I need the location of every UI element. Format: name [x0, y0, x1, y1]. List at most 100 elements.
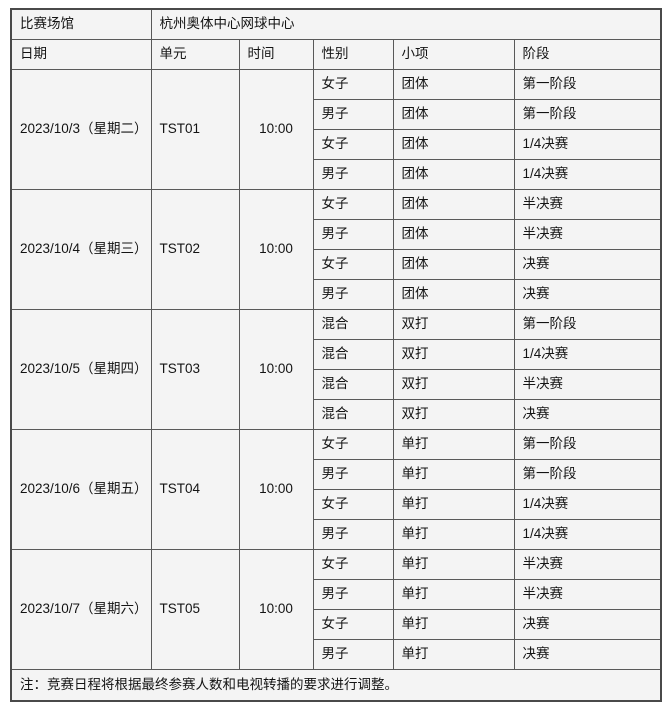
- schedule-body: 比赛场馆 杭州奥体中心网球中心 日期 单元 时间 性别 小项 阶段 2023/10/3（星期二）…: [10, 8, 662, 702]
- event-cell: 团体: [392, 68, 515, 100]
- gender-cell: 混合: [312, 338, 394, 370]
- event-cell: 团体: [392, 188, 515, 220]
- stage-cell: 决赛: [513, 398, 662, 430]
- event-cell: 双打: [392, 368, 515, 400]
- stage-cell: 1/4决赛: [513, 488, 662, 520]
- gender-cell: 男子: [312, 578, 394, 610]
- event-cell: 单打: [392, 548, 515, 580]
- gender-cell: 女子: [312, 428, 394, 460]
- event-cell: 单打: [392, 518, 515, 550]
- gender-cell: 女子: [312, 188, 394, 220]
- gender-cell: 混合: [312, 368, 394, 400]
- table-row: 男子 单打 第一阶段: [11, 458, 662, 490]
- table-row: 2023/10/4（星期三） TST02 10:00 女子 团体 半决赛: [10, 188, 662, 310]
- stage-cell: 第一阶段: [513, 308, 662, 340]
- unit-cell: TST01: [150, 68, 240, 190]
- event-cell: 单打: [392, 458, 515, 490]
- stage-cell: 第一阶段: [513, 68, 662, 100]
- date-cell: 2023/10/5（星期四）: [10, 308, 152, 430]
- time-cell: 10:00: [238, 548, 314, 670]
- time-cell: 10:00: [238, 428, 314, 550]
- stage-cell: 决赛: [513, 278, 662, 310]
- event-cell: 单打: [392, 608, 515, 640]
- table-row: 混合 双打 决赛: [11, 398, 662, 430]
- event-cell: 团体: [392, 218, 515, 250]
- unit-cell: TST03: [150, 308, 240, 430]
- stage-cell: 决赛: [513, 248, 662, 280]
- date-cell: 2023/10/3（星期二）: [10, 68, 152, 190]
- stage-cell: 1/4决赛: [513, 518, 662, 550]
- gender-cell: 男子: [312, 458, 394, 490]
- event-cell: 双打: [392, 338, 515, 370]
- stage-cell: 第一阶段: [513, 98, 662, 130]
- table-row: 混合 双打 半决赛: [11, 368, 662, 400]
- gender-cell: 混合: [312, 308, 394, 340]
- table-row: 女子 团体 决赛: [11, 248, 662, 280]
- stage-cell: 半决赛: [513, 188, 662, 220]
- table-row: 女子 团体 1/4决赛: [11, 128, 662, 160]
- stage-cell: 决赛: [513, 608, 662, 640]
- column-header-row: 日期 单元 时间 性别 小项 阶段: [10, 38, 662, 70]
- table-row: 2023/10/5（星期四） TST03 10:00 混合 双打 第一阶段: [10, 308, 662, 430]
- stage-cell: 半决赛: [513, 368, 662, 400]
- table-row: 混合 双打 1/4决赛: [11, 338, 662, 370]
- gender-cell: 女子: [312, 488, 394, 520]
- unit-cell: TST04: [150, 428, 240, 550]
- stage-cell: 1/4决赛: [513, 338, 662, 370]
- gender-cell: 男子: [312, 518, 394, 550]
- gender-cell: 男子: [312, 158, 394, 190]
- table-row: 男子 团体 第一阶段: [11, 98, 662, 130]
- time-cell: 10:00: [238, 68, 314, 190]
- event-cell: 单打: [392, 638, 515, 670]
- table-row: 男子 团体 1/4决赛: [11, 158, 662, 190]
- table-row: 女子 单打 1/4决赛: [11, 488, 662, 520]
- stage-cell: 半决赛: [513, 548, 662, 580]
- event-cell: 单打: [392, 488, 515, 520]
- event-cell: 团体: [392, 128, 515, 160]
- event-cell: 单打: [392, 428, 515, 460]
- event-cell: 单打: [392, 578, 515, 610]
- gender-cell: 女子: [312, 608, 394, 640]
- table-row: 2023/10/3（星期二） TST01 10:00 女子 团体 第一阶段: [10, 68, 662, 190]
- stage-cell: 第一阶段: [513, 428, 662, 460]
- column-header-date: 日期: [10, 38, 152, 70]
- date-cell: 2023/10/6（星期五）: [10, 428, 152, 550]
- stage-cell: 半决赛: [513, 218, 662, 250]
- gender-cell: 女子: [312, 248, 394, 280]
- stage-cell: 1/4决赛: [513, 158, 662, 190]
- stage-cell: 1/4决赛: [513, 128, 662, 160]
- venue-name: 杭州奥体中心网球中心: [150, 8, 662, 40]
- time-cell: 10:00: [238, 308, 314, 430]
- unit-cell: TST02: [150, 188, 240, 310]
- stage-cell: 第一阶段: [513, 458, 662, 490]
- stage-cell: 决赛: [513, 638, 662, 670]
- event-cell: 团体: [392, 248, 515, 280]
- gender-cell: 男子: [312, 98, 394, 130]
- schedule-note: 注：竞赛日程将根据最终参赛人数和电视转播的要求进行调整。: [10, 668, 662, 702]
- gender-cell: 女子: [312, 548, 394, 580]
- stage-cell: 半决赛: [513, 578, 662, 610]
- gender-cell: 男子: [312, 638, 394, 670]
- event-cell: 双打: [392, 308, 515, 340]
- date-cell: 2023/10/4（星期三）: [10, 188, 152, 310]
- table-row: 2023/10/6（星期五） TST04 10:00 女子 单打 第一阶段: [10, 428, 662, 550]
- table-row: 男子 单打 1/4决赛: [11, 518, 662, 550]
- column-header-stage: 阶段: [513, 38, 662, 70]
- column-header-time: 时间: [238, 38, 314, 70]
- event-cell: 团体: [392, 98, 515, 130]
- event-cell: 团体: [392, 158, 515, 190]
- event-cell: 团体: [392, 278, 515, 310]
- competition-schedule-table: 比赛场馆 杭州奥体中心网球中心 日期 单元 时间 性别 小项 阶段 2023/10/3（星期二）…: [10, 8, 662, 702]
- venue-label: 比赛场馆: [10, 8, 152, 40]
- table-row: 2023/10/7（星期六） TST05 10:00 女子 单打 半决赛: [10, 548, 662, 670]
- column-header-unit: 单元: [150, 38, 240, 70]
- column-header-event: 小项: [392, 38, 515, 70]
- gender-cell: 男子: [312, 218, 394, 250]
- venue-row: 比赛场馆 杭州奥体中心网球中心: [10, 8, 662, 40]
- gender-cell: 混合: [312, 398, 394, 430]
- gender-cell: 男子: [312, 278, 394, 310]
- table-row: 男子 团体 半决赛: [11, 218, 662, 250]
- column-header-gender: 性别: [312, 38, 394, 70]
- gender-cell: 女子: [312, 128, 394, 160]
